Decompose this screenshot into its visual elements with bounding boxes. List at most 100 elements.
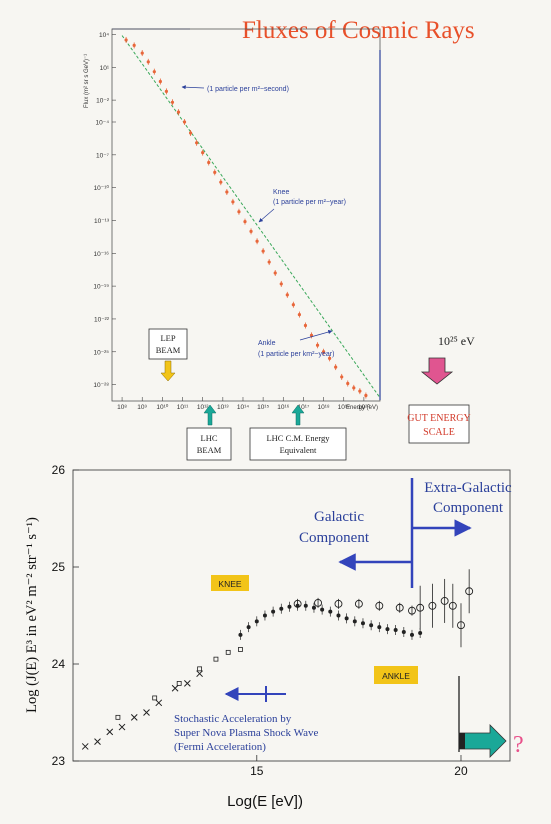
top-y-tick-label: 10⁴ xyxy=(99,32,109,39)
top-data-point xyxy=(243,219,247,224)
top-data-point xyxy=(328,356,332,360)
top-data-point xyxy=(182,120,187,124)
top-x-ticks: 10⁸ 10⁹ 10¹⁰ 10¹¹ 10¹² 10¹³ 10¹⁴ 10¹⁵ 10¹⁶ 10¹⁷ 10… xyxy=(117,397,370,411)
question-mark: ? xyxy=(513,732,524,758)
bottom-point-x xyxy=(130,713,138,721)
bottom-point-dot xyxy=(369,623,374,628)
top-data-point xyxy=(158,79,162,84)
top-chart: Fluxes of Cosmic Rays Flux (m² sr s GeV)… xyxy=(84,17,475,461)
bottom-point-circle xyxy=(465,587,474,596)
top-data-point xyxy=(188,131,193,135)
bottom-point-square xyxy=(213,656,219,662)
lhc-cm-line1: LHC C.M. Energy xyxy=(266,433,330,443)
bottom-point-circle xyxy=(395,603,404,612)
bottom-point-x xyxy=(106,728,114,736)
top-y-tick-label: 10⁻²² xyxy=(94,316,110,323)
top-data-point xyxy=(340,375,344,379)
bottom-xlabel: Log(E [eV]) xyxy=(227,793,303,810)
top-data-point xyxy=(140,51,144,55)
bottom-y-tick-label: 26 xyxy=(52,463,66,477)
top-data-point xyxy=(352,386,356,390)
fit-line xyxy=(121,35,381,399)
top-data-point xyxy=(213,170,217,174)
top-y-tick-label: 10⁻¹³ xyxy=(94,218,110,225)
bottom-point-dot xyxy=(344,616,349,621)
bottom-point-dot xyxy=(418,630,423,635)
bottom-point-dot xyxy=(238,632,243,637)
lhc-beam-box xyxy=(186,427,232,461)
top-x-tick-label: 10¹³ xyxy=(217,404,229,411)
bottom-point-circle xyxy=(457,621,465,630)
bottom-x-tick-label: 15 xyxy=(250,764,264,778)
annot-per-m2-year: (1 particle per m²−year) xyxy=(273,199,346,206)
top-y-tick-label: 10⁻¹⁹ xyxy=(93,284,109,291)
bottom-point-square xyxy=(176,681,182,686)
bottom-point-dot xyxy=(279,606,284,611)
bottom-point-circle xyxy=(334,599,343,608)
galactic-line2: Component xyxy=(299,530,370,546)
top-data-point xyxy=(364,393,368,398)
lhc-beam-line2: BEAM xyxy=(197,445,222,455)
top-data-point xyxy=(261,249,265,253)
bottom-point-dot xyxy=(393,628,398,633)
bottom-point-dot xyxy=(246,625,251,630)
top-data-point xyxy=(219,180,223,184)
top-data-point xyxy=(315,343,320,347)
bottom-point-dot xyxy=(311,605,316,610)
knee-tag xyxy=(211,575,249,591)
annot-per-km2-year: (1 particle per km²−year) xyxy=(258,351,334,358)
lep-arrow xyxy=(160,360,176,382)
top-data-point xyxy=(309,333,314,337)
top-x-tick-label: 10¹⁹ xyxy=(338,404,350,411)
top-y-tick-label: 10⁻⁷ xyxy=(96,152,110,159)
beyond-arrow xyxy=(458,724,507,758)
top-y-tick-label: 10⁻² xyxy=(96,98,110,105)
top-y-tick-label: 10⁻²⁸ xyxy=(93,382,109,389)
lhc-cm-arrow xyxy=(291,404,305,426)
bottom-point-dot xyxy=(401,629,406,634)
top-data-point xyxy=(231,200,235,204)
stochastic-line1: Stochastic Acceleration by xyxy=(174,713,292,725)
top-x-tick-label: 10⁹ xyxy=(137,404,147,411)
knee-tag-label: KNEE xyxy=(218,579,241,589)
top-x-tick-label: 10¹⁷ xyxy=(298,404,310,411)
bottom-point-circle xyxy=(416,603,425,612)
top-data-point xyxy=(303,323,308,328)
top-data-point xyxy=(237,210,241,214)
lhc-cm-box xyxy=(249,427,347,461)
top-x-tick-label: 10¹⁸ xyxy=(318,404,330,411)
top-data-point xyxy=(285,293,289,297)
bottom-point-circle xyxy=(408,606,416,615)
stochastic-line2: Super Nova Plasma Shock Wave xyxy=(174,727,318,739)
top-y-tick-label: 10⁻¹⁶ xyxy=(93,251,109,258)
bottom-point-dot xyxy=(352,619,357,624)
top-x-tick-label: 10¹² xyxy=(197,404,209,411)
bottom-point-dot xyxy=(287,604,292,609)
annot-per-m2-second: (1 particle per m²−second) xyxy=(207,86,289,93)
annot-knee: Knee xyxy=(273,189,289,196)
bottom-point-dot xyxy=(320,607,325,612)
gut-box xyxy=(408,404,470,444)
bottom-point-dot xyxy=(385,627,390,632)
bottom-point-dot xyxy=(377,625,382,630)
top-data-point xyxy=(152,70,156,74)
top-x-tick-label: 10²⁰ xyxy=(358,403,370,411)
lhc-arrow xyxy=(203,404,217,426)
bottom-point-x xyxy=(155,699,163,707)
annot-arrow-second xyxy=(181,85,205,90)
bottom-point-x xyxy=(81,743,89,750)
top-data-point xyxy=(267,260,271,264)
top-data-point xyxy=(225,190,229,194)
gut-line1: GUT ENERGY xyxy=(407,413,470,424)
top-data-point xyxy=(201,151,205,155)
bottom-point-dot xyxy=(271,609,276,614)
top-data-point xyxy=(164,89,169,93)
top-data-point xyxy=(207,160,211,165)
bottom-point-dot xyxy=(254,619,259,624)
bottom-point-circle xyxy=(314,598,322,607)
top-ylabel: Flux (m² sr s GeV)⁻¹ xyxy=(84,54,90,108)
extra-galactic-line2: Component xyxy=(433,500,504,516)
top-data-point xyxy=(346,381,350,386)
bottom-x-tick-label: 20 xyxy=(454,764,468,778)
top-data-point xyxy=(358,389,362,393)
